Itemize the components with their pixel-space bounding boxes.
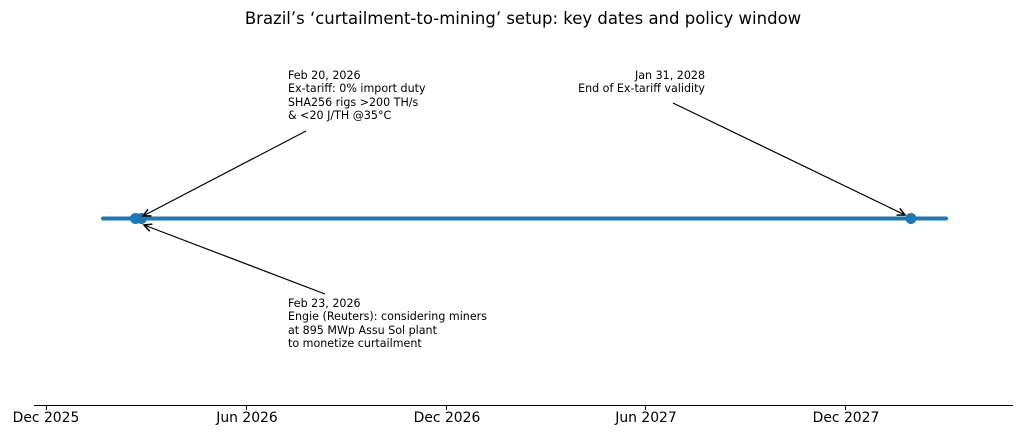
x-tick-label-dec-2025: Dec 2025 — [12, 410, 80, 426]
annotation-ex-tariff-start: Feb 20, 2026 Ex-tariff: 0% import duty S… — [288, 69, 426, 122]
x-tick-label-jun-2026: Jun 2026 — [216, 410, 278, 426]
chart-title: Brazil’s ‘curtailment-to-mining’ setup: … — [244, 9, 802, 28]
event-marker-ex-tariff-end — [905, 213, 917, 224]
x-tick-label-dec-2026: Dec 2026 — [413, 410, 481, 426]
arrow-engie — [144, 225, 326, 295]
x-tick-label-dec-2027: Dec 2027 — [812, 410, 880, 426]
arrow-ex-tariff-start — [143, 130, 307, 216]
x-tick-label-jun-2027: Jun 2027 — [615, 410, 677, 426]
annotation-engie: Feb 23, 2026 Engie (Reuters): considerin… — [288, 297, 487, 350]
arrow-ex-tariff-end — [672, 102, 905, 215]
annotation-ex-tariff-end: Jan 31, 2028 End of Ex-tariff validity — [578, 69, 705, 96]
